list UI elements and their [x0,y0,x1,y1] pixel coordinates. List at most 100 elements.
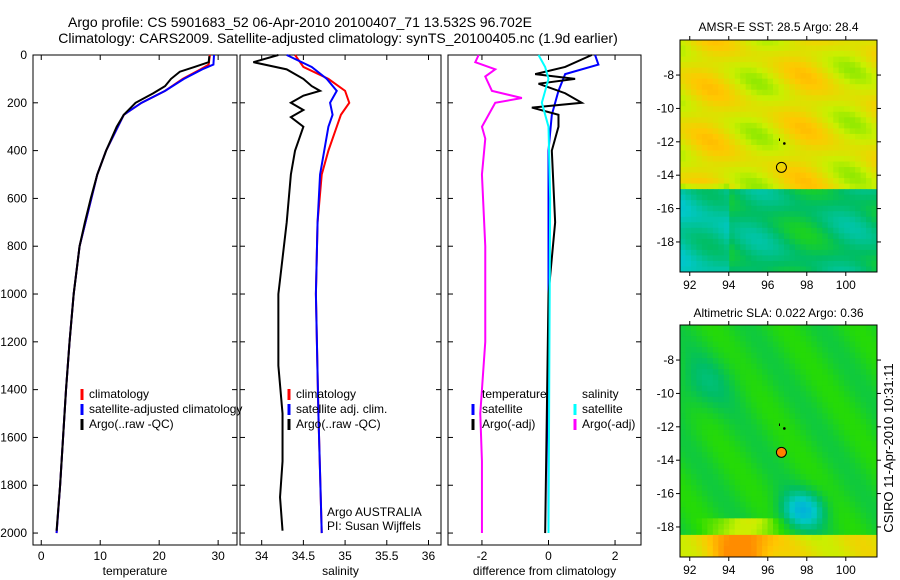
y-tick-label: 1000 [0,287,27,301]
heatmap-cell [800,518,807,525]
heatmap-cell [844,227,851,234]
heatmap-cell [844,89,851,96]
heatmap-cell [696,255,703,262]
heatmap-cell [778,194,785,201]
heatmap-cell [707,167,714,174]
heatmap-cell [685,227,692,234]
heatmap-cell [740,56,747,63]
heatmap-cell [745,238,752,245]
heatmap-cell [838,347,845,354]
heatmap-cell [740,435,747,442]
heatmap-cell [800,396,807,403]
heatmap-cell [723,40,730,47]
float-track [783,427,786,430]
heatmap-cell [729,358,736,365]
heatmap-cell [762,78,769,85]
heatmap-cell [866,62,873,69]
heatmap-cell [805,133,812,140]
heatmap-cell [844,374,851,381]
heatmap-cell [745,266,752,273]
heatmap-cell [805,396,812,403]
heatmap-cell [800,474,807,481]
heatmap-cell [685,122,692,129]
heatmap-cell [723,540,730,547]
heatmap-cell [871,330,878,337]
heatmap-cell [849,512,856,519]
heatmap-cell [849,347,856,354]
heatmap-cell [833,100,840,107]
heatmap-cell [773,56,779,63]
heatmap-cell [685,178,692,185]
heatmap-cell [789,260,796,267]
heatmap-cell [723,545,730,552]
heatmap-cell [778,529,785,536]
heatmap-cell [860,227,867,234]
heatmap-cell [701,545,708,552]
heatmap-cell [800,84,807,91]
heatmap-cell [838,100,845,107]
series-argo-raw-qc- [55,56,211,531]
heatmap-cell [827,51,834,58]
heatmap-cell [773,78,779,85]
heatmap-cell [712,156,719,163]
heatmap-cell [794,347,801,354]
heatmap-cell [849,106,856,113]
heatmap-cell [729,128,736,135]
heatmap-cell [680,435,686,442]
heatmap-cell [849,341,856,348]
heatmap-cell [827,133,834,140]
heatmap-cell [734,205,741,212]
heatmap-cell [751,194,758,201]
heatmap-cell [762,385,769,392]
heatmap-cell [773,95,779,102]
heatmap-cell [855,194,862,201]
heatmap-cell [822,51,829,58]
heatmap-cell [800,529,807,536]
heatmap-cell [767,347,774,354]
heatmap-cell [712,507,719,514]
heatmap-cell [844,51,851,58]
heatmap-cell [794,205,801,212]
heatmap-cell [866,161,873,168]
series-argo-raw-qc- [253,54,323,531]
heatmap-cell [833,551,840,558]
heatmap-cell [783,479,790,486]
heatmap-cell [778,100,785,107]
heatmap-cell [860,374,867,381]
heatmap-cell [794,463,801,470]
heatmap-cell [855,227,862,234]
heatmap-cell [849,441,856,448]
y-tick-label: 1600 [0,430,27,444]
heatmap-cell [838,518,845,525]
heatmap-cell [822,540,829,547]
heatmap-cell [800,468,807,475]
heatmap-cell [701,341,708,348]
heatmap-cell [680,441,686,448]
heatmap-cell [729,435,736,442]
heatmap-cell [800,266,807,273]
heatmap-cell [685,244,692,251]
heatmap-cell [729,441,736,448]
heatmap-cell [734,183,741,190]
heatmap-cell [723,523,730,530]
heatmap-cell [745,545,752,552]
y-tick-label: -10 [657,386,675,400]
heatmap-cell [860,407,867,414]
heatmap-cell [729,325,736,332]
heatmap-cell [805,233,812,240]
heatmap-cell [718,95,725,102]
heatmap-cell [783,358,790,365]
heatmap-cell [734,73,741,80]
heatmap-cell [833,51,840,58]
heatmap-cell [789,205,796,212]
heatmap-cell [762,551,769,558]
heatmap-cell [794,374,801,381]
y-tick-label: -18 [657,520,675,534]
heatmap-cell [871,485,878,492]
heatmap-cell [783,95,790,102]
heatmap-cell [783,139,790,146]
heatmap-cell [729,156,736,163]
heatmap-cell [751,67,758,74]
heatmap-cell [838,128,845,135]
heatmap-cell [849,446,856,453]
